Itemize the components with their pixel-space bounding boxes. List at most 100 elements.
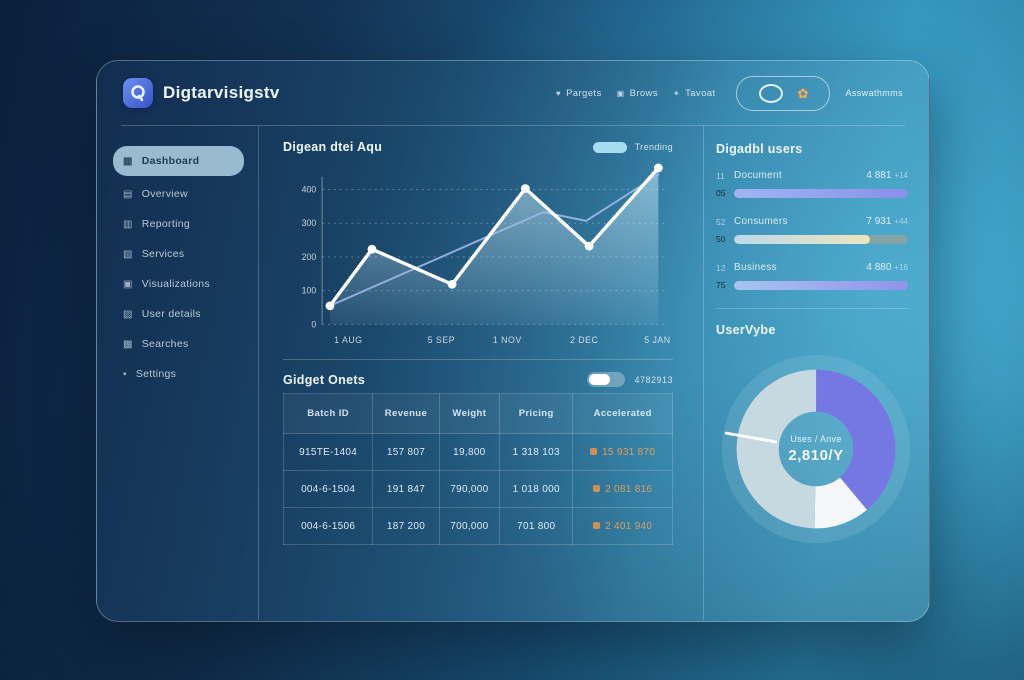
status-square-icon — [593, 485, 601, 493]
services-icon: ▧ — [123, 248, 133, 260]
header-actions: ♥ Pargets ▣ Brows ✦ Tavoat ✿ Asswathmms — [556, 75, 903, 111]
header-divider — [121, 125, 905, 126]
toggle-knob — [589, 374, 611, 385]
table-cell: 004-6-1506 — [282, 507, 374, 545]
progress-value: 7 931 — [866, 216, 892, 227]
sidebar-item-dashboard[interactable]: ▦ Dashboard — [113, 146, 244, 176]
table-header-row: Batch ID Revenue Weight Pricing Accelera… — [282, 393, 673, 434]
status-square-icon — [590, 448, 598, 456]
column-header: Weight — [438, 393, 501, 434]
table-section: Gidget Onets 4782913 Batch ID Revenue We… — [282, 372, 673, 545]
sidebar-item-label: Settings — [135, 368, 177, 380]
sidebar-item-label: Visualizations — [141, 278, 210, 290]
progress-bar — [734, 280, 908, 290]
header-link-label: Pargets — [566, 87, 602, 99]
sidebar-item-user-details[interactable]: ▨ User details — [113, 302, 244, 326]
table-toggle[interactable] — [587, 372, 626, 387]
sidebar-item-searches[interactable]: ▩ Searches — [113, 332, 244, 356]
sidebar-item-reporting[interactable]: ▥ Reporting — [113, 212, 244, 236]
progress-value: 4 881 — [866, 170, 892, 181]
line-chart-title: Digean dtei Aqu — [283, 140, 383, 154]
table-cell: 701 800 — [499, 507, 574, 545]
header-link-pargets[interactable]: ♥ Pargets — [556, 88, 602, 99]
table-cell-accent: 2 401 940 — [572, 507, 673, 545]
table-cell-accent: 2 081 816 — [572, 470, 673, 508]
progress-value: 4 880 — [866, 262, 892, 273]
progress-index: 52 — [716, 216, 726, 227]
sidebar-item-services[interactable]: ▧ Services — [113, 242, 244, 266]
accent-value: 2 401 940 — [605, 520, 653, 532]
progress-delta: +16 — [894, 263, 908, 272]
accent-value: 15 931 870 — [602, 446, 656, 458]
progress-bar — [734, 188, 908, 198]
app-header: Digtarvisigstv ♥ Pargets ▣ Brows ✦ Tavoa… — [97, 61, 929, 125]
header-link-label: Tavoat — [685, 87, 716, 99]
sidebar-item-label: Dashboard — [141, 155, 200, 167]
sidebar-item-label: Services — [141, 248, 185, 260]
column-header: Pricing — [499, 393, 574, 434]
dashboard-icon: ▦ — [123, 155, 133, 167]
chart-legend: Trending — [592, 141, 673, 153]
grid-icon: ▣ — [616, 88, 625, 98]
svg-text:0: 0 — [311, 319, 316, 329]
progress-delta: +44 — [894, 217, 908, 226]
overview-icon: ▤ — [123, 188, 133, 200]
donut-chart — [721, 354, 911, 544]
header-link-label: Brows — [629, 87, 658, 99]
progress-subindex: 05 — [716, 188, 726, 198]
progress-item: 11 Document 4 881 +14 05 — [716, 170, 908, 198]
app-logo-icon — [123, 78, 153, 108]
table-cell: 19,800 — [438, 433, 501, 471]
progress-subindex: 50 — [716, 234, 726, 244]
sidebar-item-settings[interactable]: ▪ Settings — [113, 362, 244, 386]
progress-label: Document — [734, 170, 782, 181]
table-cell: 157 807 — [372, 433, 440, 471]
table-cell-accent: 15 931 870 — [572, 433, 673, 471]
table-cell: 1 318 103 — [499, 433, 574, 471]
progress-delta: +14 — [894, 171, 908, 180]
column-header: Batch ID — [282, 393, 374, 434]
status-square-icon — [593, 522, 601, 530]
progress-item: 52 Consumers 7 931 +44 50 — [716, 216, 908, 244]
heart-icon: ♥ — [555, 88, 562, 98]
flower-icon[interactable]: ✿ — [797, 85, 809, 101]
sidebar-item-visualizations[interactable]: ▣ Visualizations — [113, 272, 244, 296]
donut-chart-wrap: Uses / Anve 2,810/Y — [718, 351, 914, 547]
table-row: 004-6-1506 187 200 700,000 701 800 2 401… — [282, 507, 673, 545]
section-divider — [283, 359, 673, 360]
sidebar-item-label: Overview — [141, 188, 188, 200]
right-panel-divider — [716, 308, 908, 309]
brand: Digtarvisigstv — [123, 78, 280, 108]
progress-subindex: 75 — [716, 280, 726, 290]
progress-item: 12 Business 4 880 +16 75 — [716, 262, 908, 290]
table-cell: 004-6-1504 — [282, 470, 374, 508]
table-title: Gidget Onets — [283, 372, 366, 387]
column-header: Revenue — [372, 393, 440, 434]
svg-text:300: 300 — [302, 218, 317, 228]
table-toggle-value: 4782913 — [634, 374, 673, 385]
table-row: 915TE-1404 157 807 19,800 1 318 103 15 9… — [282, 433, 673, 471]
toggle-circle-icon[interactable] — [758, 83, 783, 103]
svg-text:1 NOV: 1 NOV — [493, 335, 522, 345]
table-row: 004-6-1504 191 847 790,000 1 018 000 2 0… — [282, 470, 673, 508]
svg-text:100: 100 — [302, 286, 317, 296]
legend-label: Trending — [634, 142, 673, 152]
progress-index: 12 — [716, 262, 726, 273]
sidebar-item-overview[interactable]: ▤ Overview — [113, 182, 244, 206]
svg-text:5 SEP: 5 SEP — [428, 335, 455, 345]
header-control-pill[interactable]: ✿ — [736, 75, 831, 111]
reporting-icon: ▥ — [123, 218, 133, 230]
settings-icon: ▪ — [123, 368, 127, 380]
table-cell: 191 847 — [372, 470, 440, 508]
visualizations-icon: ▣ — [123, 278, 133, 290]
table-controls: 4782913 — [587, 372, 673, 387]
header-link-brows[interactable]: ▣ Brows — [617, 88, 658, 99]
svg-text:1 AUG: 1 AUG — [334, 335, 362, 345]
progress-bar-fill — [734, 188, 908, 198]
app-window: Digtarvisigstv ♥ Pargets ▣ Brows ✦ Tavoa… — [96, 60, 930, 622]
table-cell: 187 200 — [372, 507, 440, 545]
header-link-tavoat[interactable]: ✦ Tavoat — [673, 88, 716, 99]
svg-text:2 DEC: 2 DEC — [570, 335, 598, 345]
star-icon: ✦ — [672, 88, 681, 98]
